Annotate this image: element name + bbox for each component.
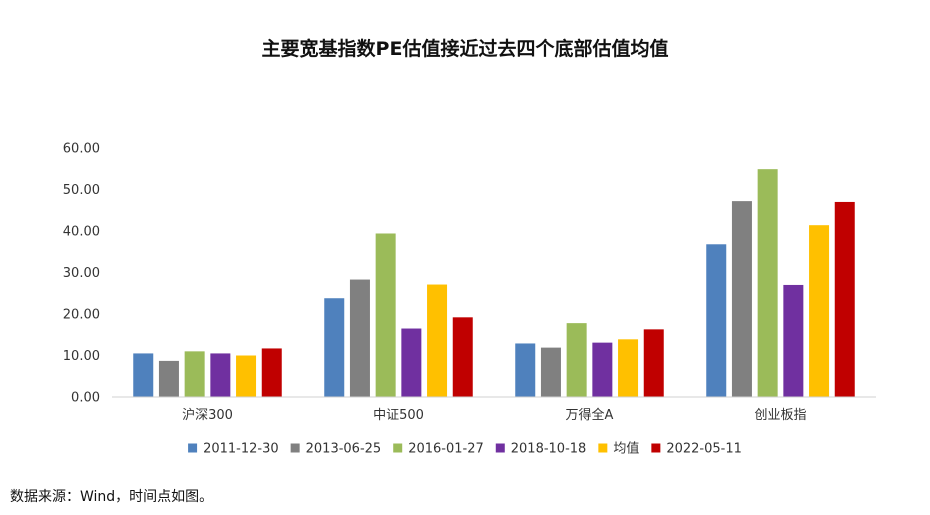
x-tick-label: 中证500 xyxy=(373,408,424,423)
x-tick-label: 沪深300 xyxy=(182,407,233,423)
y-tick-label: 10.00 xyxy=(63,349,100,364)
bar xyxy=(834,201,855,397)
bar xyxy=(427,284,448,397)
legend-swatch xyxy=(393,443,403,453)
bar xyxy=(618,339,639,397)
y-tick-label: 30.00 xyxy=(63,266,100,281)
legend-label: 均值 xyxy=(613,441,639,457)
x-tick-label: 万得全A xyxy=(566,407,614,423)
legend-swatch xyxy=(188,443,198,453)
x-tick-label: 创业板指 xyxy=(754,408,806,423)
bar xyxy=(210,353,231,397)
legend-item: 均值 xyxy=(598,441,639,457)
bar xyxy=(592,342,613,397)
source-note: 数据来源：Wind，时间点如图。 xyxy=(10,489,214,505)
bar xyxy=(643,329,664,397)
legend-label: 2018-10-18 xyxy=(511,442,587,457)
chart-title: 主要宽基指数PE估值接近过去四个底部估值均值 xyxy=(261,38,669,60)
bar xyxy=(809,225,830,397)
legend-item: 2016-01-27 xyxy=(393,442,484,457)
legend-swatch xyxy=(651,443,661,453)
legend-item: 2013-06-25 xyxy=(290,442,382,457)
y-tick-label: 50.00 xyxy=(63,183,100,198)
legend-swatch xyxy=(495,443,505,453)
bar xyxy=(452,317,473,397)
bar xyxy=(401,328,422,397)
legend-swatch xyxy=(290,443,300,453)
bar xyxy=(236,355,257,397)
bar xyxy=(261,348,282,397)
bar xyxy=(706,244,727,397)
bar xyxy=(566,323,587,397)
bar xyxy=(158,360,179,397)
bar xyxy=(184,351,205,397)
bar xyxy=(324,298,345,397)
legend: 2011-12-30 2013-06-25 2016-01-27 2018-10-18… xyxy=(188,441,742,457)
bars xyxy=(133,169,855,397)
bar xyxy=(540,347,561,397)
y-tick-label: 20.00 xyxy=(63,308,100,323)
y-axis: 0.00 10.00 20.00 30.00 40.00 50.00 60.00 xyxy=(63,142,100,406)
bar xyxy=(375,233,396,397)
y-tick-label: 40.00 xyxy=(63,225,100,240)
legend-item: 2011-12-30 xyxy=(188,442,279,457)
y-tick-label: 0.00 xyxy=(71,391,100,406)
legend-label: 2013-06-25 xyxy=(306,442,382,457)
bar xyxy=(349,279,370,397)
legend-item: 2018-10-18 xyxy=(495,442,587,457)
legend-label: 2011-12-30 xyxy=(203,442,279,457)
y-tick-label: 60.00 xyxy=(63,142,100,157)
bar xyxy=(515,343,536,397)
bar xyxy=(731,201,752,397)
bar xyxy=(133,353,154,397)
legend-item: 2022-05-11 xyxy=(651,442,742,457)
bar xyxy=(757,169,778,397)
x-axis-labels: 沪深300 中证500 万得全A 创业板指 xyxy=(182,407,806,423)
bar xyxy=(783,284,804,397)
legend-label: 2016-01-27 xyxy=(408,442,484,457)
legend-swatch xyxy=(598,443,608,453)
legend-label: 2022-05-11 xyxy=(666,442,742,457)
